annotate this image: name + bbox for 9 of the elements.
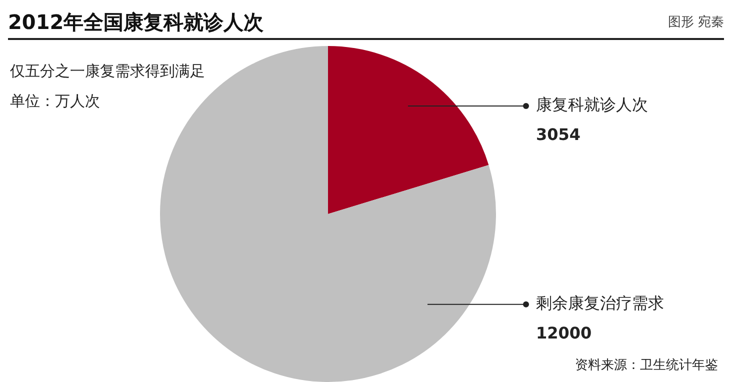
text: 单位：万人次 [10,92,100,111]
text: 仅五分之一康复需求得到满足 [10,62,205,81]
text: 图形 宛秦 [668,14,724,31]
slice-label: 康复科就诊人次 [536,95,648,114]
slice-label: 剩余康复治疗需求 [536,294,664,313]
chart-title: 2012年全国康复科就诊人次 [8,8,264,36]
data-label: 12000 [536,324,592,343]
text: 资料来源：卫生统计年鉴 [575,357,718,374]
data-label: 3054 [536,125,581,144]
